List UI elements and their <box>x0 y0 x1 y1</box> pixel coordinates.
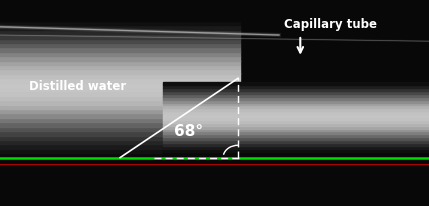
Bar <box>0 51 240 56</box>
Bar <box>163 117 429 120</box>
Bar <box>163 122 429 126</box>
Bar <box>0 82 240 87</box>
Bar <box>0 60 240 65</box>
Bar <box>0 148 240 153</box>
Bar <box>0 113 240 118</box>
Bar <box>163 148 429 152</box>
Bar <box>0 69 240 74</box>
Bar <box>0 144 240 149</box>
Bar <box>0 139 240 144</box>
Bar <box>163 85 429 88</box>
Bar <box>0 29 240 34</box>
Bar <box>163 88 429 91</box>
Bar <box>0 0 429 16</box>
Bar <box>0 42 240 47</box>
Bar <box>0 104 240 109</box>
Text: Capillary tube: Capillary tube <box>284 18 377 31</box>
Bar <box>0 16 240 21</box>
Bar <box>0 109 240 114</box>
Bar <box>0 38 240 43</box>
Bar <box>163 134 429 137</box>
Bar <box>163 105 429 108</box>
Bar <box>163 114 429 117</box>
Bar <box>163 111 429 114</box>
Bar <box>163 137 429 140</box>
Bar <box>0 20 240 25</box>
Bar <box>163 102 429 105</box>
Bar <box>163 96 429 100</box>
Bar <box>163 151 429 154</box>
Bar <box>0 153 240 158</box>
Bar <box>0 126 240 131</box>
Bar <box>163 145 429 149</box>
Bar <box>0 95 240 100</box>
Bar <box>0 47 240 52</box>
Bar <box>0 122 240 127</box>
Bar <box>0 131 240 136</box>
Bar <box>163 140 429 143</box>
Bar <box>163 128 429 131</box>
Bar <box>0 91 240 96</box>
Bar <box>163 131 429 134</box>
Bar <box>0 87 240 91</box>
Bar <box>0 117 240 122</box>
Text: Distilled water: Distilled water <box>29 80 126 93</box>
Bar <box>0 135 240 140</box>
Bar <box>0 73 240 78</box>
Text: 68°: 68° <box>174 124 203 139</box>
Bar <box>163 125 429 129</box>
Bar <box>0 100 240 105</box>
Bar <box>0 56 240 61</box>
Bar <box>0 78 240 83</box>
Bar <box>163 82 429 85</box>
Bar <box>0 34 240 39</box>
Bar <box>0 25 240 30</box>
Bar <box>163 119 429 123</box>
Bar <box>163 143 429 146</box>
Bar <box>163 108 429 111</box>
Bar <box>0 64 240 69</box>
Bar <box>163 99 429 103</box>
Bar <box>163 91 429 94</box>
Bar <box>163 94 429 97</box>
